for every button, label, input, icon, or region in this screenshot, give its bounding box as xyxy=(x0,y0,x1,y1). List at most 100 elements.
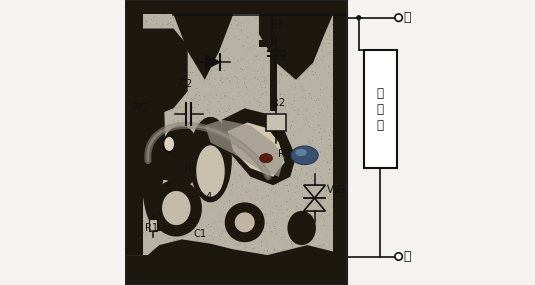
Point xyxy=(235,201,244,205)
Point xyxy=(188,46,197,50)
Point xyxy=(277,14,285,18)
Point xyxy=(285,0,293,4)
Point xyxy=(200,226,209,231)
Point xyxy=(286,67,294,71)
Point xyxy=(176,282,185,285)
Point xyxy=(305,141,314,145)
Point xyxy=(278,124,287,129)
Point xyxy=(292,231,300,236)
Bar xyxy=(125,14,143,255)
Point xyxy=(216,78,225,83)
Point xyxy=(322,17,330,22)
Point xyxy=(126,89,135,94)
Point xyxy=(207,43,216,47)
Point xyxy=(126,133,134,138)
Point xyxy=(325,106,333,110)
Point xyxy=(215,247,223,251)
Point xyxy=(194,0,202,5)
Point xyxy=(342,86,350,91)
Point xyxy=(262,89,271,93)
Point xyxy=(196,249,205,253)
Point xyxy=(331,9,339,14)
Point xyxy=(144,276,152,281)
Point xyxy=(289,79,298,83)
Point xyxy=(254,9,262,13)
Point xyxy=(152,267,160,272)
Point xyxy=(293,204,301,209)
Point xyxy=(186,241,195,245)
Point xyxy=(198,109,207,114)
Point xyxy=(188,185,197,190)
Point xyxy=(317,197,326,201)
Point xyxy=(321,89,330,93)
Point xyxy=(261,150,269,154)
Point xyxy=(237,264,246,268)
Point xyxy=(166,220,174,225)
Point xyxy=(304,97,312,101)
Point xyxy=(330,244,338,248)
Point xyxy=(259,115,268,120)
Point xyxy=(160,93,169,98)
Point xyxy=(255,253,264,258)
Point xyxy=(149,270,157,275)
Point xyxy=(190,278,199,282)
Point xyxy=(324,51,332,55)
Point xyxy=(213,99,221,104)
Point xyxy=(202,24,210,28)
Point xyxy=(162,9,171,13)
Point xyxy=(181,218,189,223)
Point xyxy=(141,73,149,78)
Point xyxy=(193,199,202,204)
Point xyxy=(150,39,158,44)
Point xyxy=(215,125,224,130)
Point xyxy=(218,66,227,71)
Point xyxy=(261,229,270,234)
Point xyxy=(176,144,185,149)
Point xyxy=(294,206,303,210)
Point xyxy=(304,211,313,215)
Point xyxy=(220,37,228,42)
Point xyxy=(157,44,166,49)
Point xyxy=(308,62,317,67)
Point xyxy=(334,135,342,140)
Point xyxy=(339,44,348,48)
Point xyxy=(297,26,305,31)
Point xyxy=(197,173,205,177)
Point xyxy=(207,48,215,53)
Point xyxy=(325,76,333,80)
Point xyxy=(166,172,175,176)
Point xyxy=(195,162,204,167)
Point xyxy=(340,155,348,160)
Point xyxy=(238,0,246,3)
Point xyxy=(148,183,156,187)
Point xyxy=(209,59,218,64)
Point xyxy=(204,108,212,113)
Point xyxy=(132,48,141,52)
Point xyxy=(166,68,174,72)
Point xyxy=(150,139,159,143)
Point xyxy=(254,89,263,93)
Point xyxy=(170,226,178,231)
Point xyxy=(123,137,132,142)
Point xyxy=(226,262,234,267)
Point xyxy=(223,115,231,119)
Point xyxy=(257,172,265,177)
Point xyxy=(320,100,329,104)
Point xyxy=(274,194,283,199)
Point xyxy=(134,218,142,223)
Point xyxy=(281,8,290,12)
Point xyxy=(196,98,204,103)
Point xyxy=(307,77,315,82)
Point xyxy=(289,139,297,143)
Point xyxy=(230,133,239,138)
Point xyxy=(141,38,149,42)
Point xyxy=(182,194,190,198)
Point xyxy=(197,38,205,42)
Point xyxy=(261,212,270,217)
Point xyxy=(172,68,181,73)
Point xyxy=(320,218,328,223)
Point xyxy=(279,104,287,108)
Point xyxy=(297,61,306,66)
Point xyxy=(234,90,242,95)
Point xyxy=(340,119,348,124)
